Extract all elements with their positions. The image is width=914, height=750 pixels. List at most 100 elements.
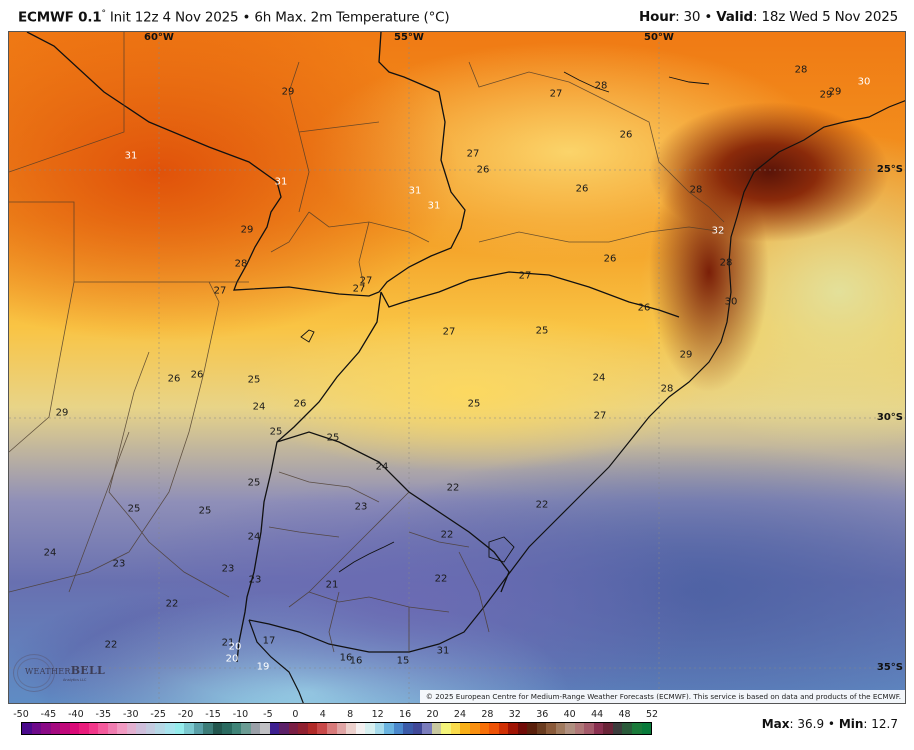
colorbar-swatch (603, 723, 613, 734)
temperature-value-label: 23 (354, 501, 368, 513)
colorbar-swatch (565, 723, 575, 734)
colorbar-swatch (374, 723, 385, 734)
longitude-label-60w: 60°W (144, 32, 174, 43)
colorbar-swatch (98, 723, 108, 734)
temperature-value-label: 32 (711, 225, 725, 237)
colorbar-tick-label: -50 (13, 709, 29, 720)
temperature-value-label: 25 (269, 426, 283, 438)
colorbar-tick-label: 4 (319, 709, 326, 720)
temperature-value-label: 15 (396, 655, 410, 667)
colorbar-tick-label: 0 (292, 709, 299, 720)
colorbar-tick-label: -10 (232, 709, 249, 720)
colorbar-swatch (384, 723, 394, 734)
colorbar-swatch (574, 723, 585, 734)
temperature-value-label: 29 (55, 407, 69, 419)
logo-swirl-icon (13, 654, 55, 692)
temperature-value-label: 24 (252, 401, 266, 413)
min-label: Min (838, 717, 864, 731)
temperature-value-label: 27 (593, 410, 607, 422)
temperature-value-label: 31 (408, 185, 422, 197)
temperature-value-label: 31 (274, 176, 288, 188)
colorbar-tick-label: 24 (453, 709, 466, 720)
colorbar-swatch (136, 723, 146, 734)
temperature-value-label: 29 (240, 224, 254, 236)
colorbar-swatch (393, 723, 404, 734)
colorbar-swatch (479, 723, 490, 734)
hour-label: Hour (639, 9, 676, 25)
colorbar-swatch (546, 723, 556, 734)
colorbar-swatch (231, 723, 242, 734)
colorbar-swatch (498, 723, 509, 734)
colorbar-swatch (612, 723, 623, 734)
temperature-value-label: 19 (256, 661, 270, 673)
colorbar-swatch (403, 723, 413, 734)
temperature-value-label: 25 (247, 477, 261, 489)
temperature-map[interactable]: 60°W 55°W 50°W 25°S 30°S 35°S 29 31 31 31 31… (8, 31, 906, 704)
run-description: Init 12z 4 Nov 2025 • 6h Max. 2m Tempera… (105, 9, 450, 26)
colorbar-swatch (88, 723, 99, 734)
temperature-value-label: 27 (213, 285, 227, 297)
colorbar-swatch (489, 723, 499, 734)
colorbar-swatch (336, 723, 347, 734)
logo-subtitle: Analytics LLC (63, 678, 87, 682)
colorbar-swatch (317, 723, 327, 734)
temperature-value-label: 27 (518, 270, 532, 282)
temperature-value-label: 29 (281, 86, 295, 98)
latitude-label-25s: 25°S (876, 164, 903, 175)
colorbar-swatch (60, 723, 70, 734)
valid-label: Valid (716, 9, 753, 25)
colorbar-tick-label: 12 (371, 709, 384, 720)
temperature-value-label: 20 (228, 641, 242, 653)
max-value: : 36.9 • (789, 717, 839, 731)
model-name: ECMWF 0.1 (18, 9, 102, 26)
temperature-value-label: 27 (352, 283, 366, 295)
min-value: : 12.7 (863, 717, 898, 731)
temperature-value-label: 23 (112, 558, 126, 570)
temperature-value-label: 25 (198, 505, 212, 517)
longitude-label-50w: 50°W (644, 32, 674, 43)
temperature-value-label: 26 (603, 253, 617, 265)
temperature-value-label: 26 (575, 183, 589, 195)
colorbar-swatch (460, 723, 470, 734)
latitude-label-35s: 35°S (876, 662, 903, 673)
colorbar-swatch (622, 723, 632, 734)
colorbar-tick-label: 44 (591, 709, 604, 720)
temperature-value-label: 29 (679, 349, 693, 361)
temperature-value-label: 21 (325, 579, 339, 591)
colorbar-legend: -50 -45 -40 -35 -30 -25 -20 -15 -10 -5 0 4 8 12 16 20 24… (13, 709, 660, 741)
colorbar-tick-label: -20 (177, 709, 194, 720)
colorbar-swatch (117, 723, 127, 734)
colorbar-tick-label: -15 (205, 709, 221, 720)
colorbar-swatch (508, 723, 518, 734)
temperature-value-label: 27 (359, 275, 373, 287)
temperature-value-label: 26 (637, 302, 651, 314)
colorbar-swatch (632, 723, 642, 734)
temperature-value-label: 24 (43, 547, 57, 559)
temperature-value-label: 22 (440, 529, 454, 541)
colorbar-swatch (431, 723, 442, 734)
temperature-value-label: 23 (221, 563, 235, 575)
colorbar-swatch (365, 723, 375, 734)
colorbar-tick-label: -25 (150, 709, 166, 720)
weatherbell-logo: WEATHERBELL Analytics LLC (13, 652, 105, 692)
colorbar-swatch (355, 723, 366, 734)
colorbar-swatch (107, 723, 118, 734)
degree-symbol: ° (101, 9, 107, 19)
temperature-value-label: 23 (248, 574, 262, 586)
max-min-stats: Max: 36.9 • Min: 12.7 (762, 717, 898, 731)
chart-title: ECMWF 0.1° Init 12z 4 Nov 2025 • 6h Max.… (18, 9, 450, 26)
colorbar-swatch (241, 723, 251, 734)
colorbar-ticks: -50 -45 -40 -35 -30 -25 -20 -15 -10 -5 0 4 8 12 16 20 24… (13, 709, 660, 721)
colorbar-swatch (593, 723, 604, 734)
colorbar-tick-label: -30 (122, 709, 139, 720)
temperature-value-label: 26 (167, 373, 181, 385)
colorbar-swatch (536, 723, 547, 734)
colorbar-swatch (269, 723, 280, 734)
temperature-value-label: 26 (476, 164, 490, 176)
temperature-value-label: 16 (339, 652, 353, 664)
temperature-value-label: 22 (104, 639, 118, 651)
temperature-value-label: 31 (427, 200, 441, 212)
colorbar-swatch (203, 723, 213, 734)
logo-swirl-inner-icon (17, 658, 51, 688)
temperature-value-label: 31 (436, 645, 450, 657)
